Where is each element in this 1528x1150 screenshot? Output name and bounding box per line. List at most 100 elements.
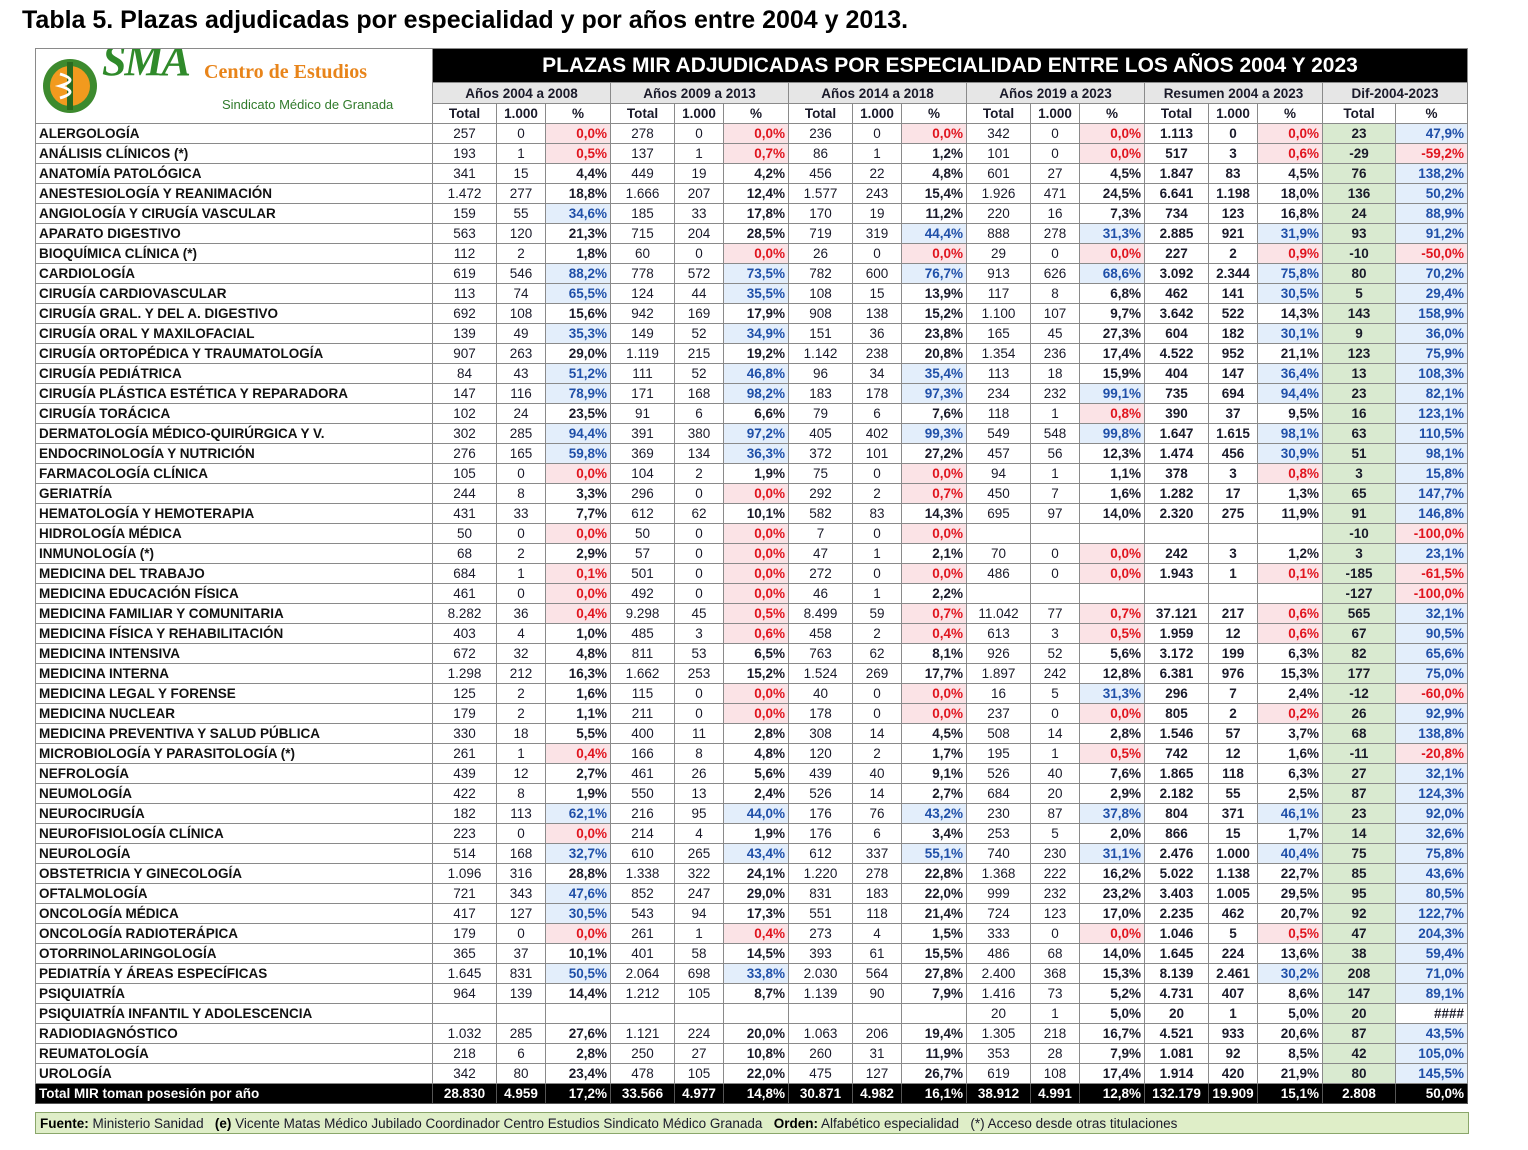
cell: 242 <box>1144 543 1209 564</box>
cell: 0,0% <box>545 823 611 844</box>
cell: 34,6% <box>545 203 611 224</box>
cell: 1 <box>1208 1003 1258 1024</box>
table-row: ANGIOLOGÍA Y CIRUGÍA VASCULAR 159 55 34,6% 1… <box>35 203 1468 224</box>
row-label: MEDICINA FAMILIAR Y COMUNITARIA <box>35 603 433 624</box>
cell: 199 <box>1208 643 1258 664</box>
cell: 2.344 <box>1208 263 1258 284</box>
cell: 0,9% <box>1257 243 1323 264</box>
cell: 29,0% <box>723 883 789 904</box>
row-label: ANATOMÍA PATOLÓGICA <box>35 163 433 184</box>
row-label: CIRUGÍA GRAL. Y DEL A. DIGESTIVO <box>35 303 433 324</box>
column-header: % <box>901 102 967 125</box>
cell: 0,7% <box>723 143 789 164</box>
table-row: FARMACOLOGÍA CLÍNICA 105 0 0,0% 104 2 1,9% 75 0 0… <box>35 463 1468 484</box>
cell: 76,7% <box>901 263 967 284</box>
cell: 265 <box>674 843 724 864</box>
table-row: CIRUGÍA CARDIOVASCULAR 113 74 65,5% 124 44 35,… <box>35 283 1468 304</box>
cell: 0,0% <box>723 483 789 504</box>
cell: 122,7% <box>1395 903 1468 924</box>
cell: 31,3% <box>1079 223 1145 244</box>
cell: 565 <box>1322 603 1396 624</box>
column-header: % <box>1395 102 1468 125</box>
table-row: PSIQUIATRÍA INFANTIL Y ADOLESCENCIA 20 1 5,… <box>35 1003 1468 1024</box>
cell: 0,0% <box>723 703 789 724</box>
cell: 260 <box>788 1043 853 1064</box>
cell: 53 <box>674 643 724 664</box>
text: Ministerio Sanidad <box>92 1116 204 1131</box>
cell: 105 <box>674 1063 724 1084</box>
cell: 40,4% <box>1257 843 1323 864</box>
cell: 6 <box>674 403 724 424</box>
row-label: REUMATOLOGÍA <box>35 1043 433 1064</box>
table-row: REUMATOLOGÍA 218 6 2,8% 250 27 10,8% 260 31 11,9%… <box>35 1043 1468 1064</box>
cell: 63 <box>1322 423 1396 444</box>
cell: 3,3% <box>545 483 611 504</box>
cell: 908 <box>788 303 853 324</box>
row-label: OBSTETRICIA Y GINECOLOGÍA <box>35 863 433 884</box>
cell: 97,3% <box>901 383 967 404</box>
cell: 2.885 <box>1144 223 1209 244</box>
cell: 278 <box>610 123 675 144</box>
cell: 62 <box>852 643 902 664</box>
cell: 492 <box>610 583 675 604</box>
cell: 1.220 <box>788 863 853 884</box>
cell: 4,8% <box>901 163 967 184</box>
label: (e) <box>214 1116 232 1131</box>
cell: 8 <box>496 783 546 804</box>
cell: 692 <box>432 303 497 324</box>
cell: 0 <box>496 583 546 604</box>
cell: -127 <box>1322 583 1396 604</box>
cell: 1.474 <box>1144 443 1209 464</box>
row-label: NEUROLOGÍA <box>35 843 433 864</box>
cell: 3 <box>1208 463 1258 484</box>
cell: 112 <box>432 243 497 264</box>
cell: 285 <box>496 1023 546 1044</box>
cell: 1,5% <box>901 923 967 944</box>
cell: 138 <box>852 303 902 324</box>
cell: 96 <box>788 363 853 384</box>
cell: 0,4% <box>545 743 611 764</box>
text: Alfabético especialidad <box>820 1116 960 1131</box>
cell: 29,5% <box>1257 883 1323 904</box>
cell: 18 <box>496 723 546 744</box>
table-row: UROLOGÍA 342 80 23,4% 478 105 22,0% 475 127 26,7%… <box>35 1063 1468 1084</box>
cell <box>1257 523 1323 544</box>
row-label: ENDOCRINOLOGÍA Y NUTRICIÓN <box>35 443 433 464</box>
cell: 76 <box>852 803 902 824</box>
cell: 115 <box>610 683 675 704</box>
cell: 0,8% <box>1079 403 1145 424</box>
cell: 238 <box>852 343 902 364</box>
cell: 0 <box>496 923 546 944</box>
row-label: HEMATOLOGÍA Y HEMOTERAPIA <box>35 503 433 524</box>
cell: 46 <box>788 583 853 604</box>
cell: 0,6% <box>723 623 789 644</box>
column-header: % <box>545 102 611 125</box>
cell: 0,0% <box>901 703 967 724</box>
table-row: CIRUGÍA TORÁCICA 102 24 23,5% 91 6 6,6% 79 6 7,6%… <box>35 403 1468 424</box>
cell: 6,3% <box>1257 643 1323 664</box>
cell: 695 <box>966 503 1031 524</box>
cell: 2,7% <box>545 763 611 784</box>
cell: 0,0% <box>723 543 789 564</box>
cell: 8,5% <box>1257 1043 1323 1064</box>
cell: 0,0% <box>901 563 967 584</box>
cell: 8,7% <box>723 983 789 1004</box>
cell: 404 <box>1144 363 1209 384</box>
cell: 546 <box>496 263 546 284</box>
cell: 0,0% <box>901 123 967 144</box>
cell: 15,6% <box>545 303 611 324</box>
cell: 0,4% <box>901 623 967 644</box>
row-label: CIRUGÍA PLÁSTICA ESTÉTICA Y REPARADORA <box>35 383 433 404</box>
cell: 11,9% <box>901 1043 967 1064</box>
cell: 2 <box>1208 243 1258 264</box>
cell: 108 <box>496 303 546 324</box>
cell: 2.182 <box>1144 783 1209 804</box>
cell: 60 <box>610 243 675 264</box>
cell: 5,6% <box>723 763 789 784</box>
cell: 118 <box>1208 763 1258 784</box>
cell: 4,2% <box>723 163 789 184</box>
cell: -59,2% <box>1395 143 1468 164</box>
table-row: MEDICINA LEGAL Y FORENSE 125 2 1,6% 115 0 0,0%… <box>35 683 1468 704</box>
cell: 120 <box>788 743 853 764</box>
table-row: CIRUGÍA PLÁSTICA ESTÉTICA Y REPARADORA 14… <box>35 383 1468 404</box>
